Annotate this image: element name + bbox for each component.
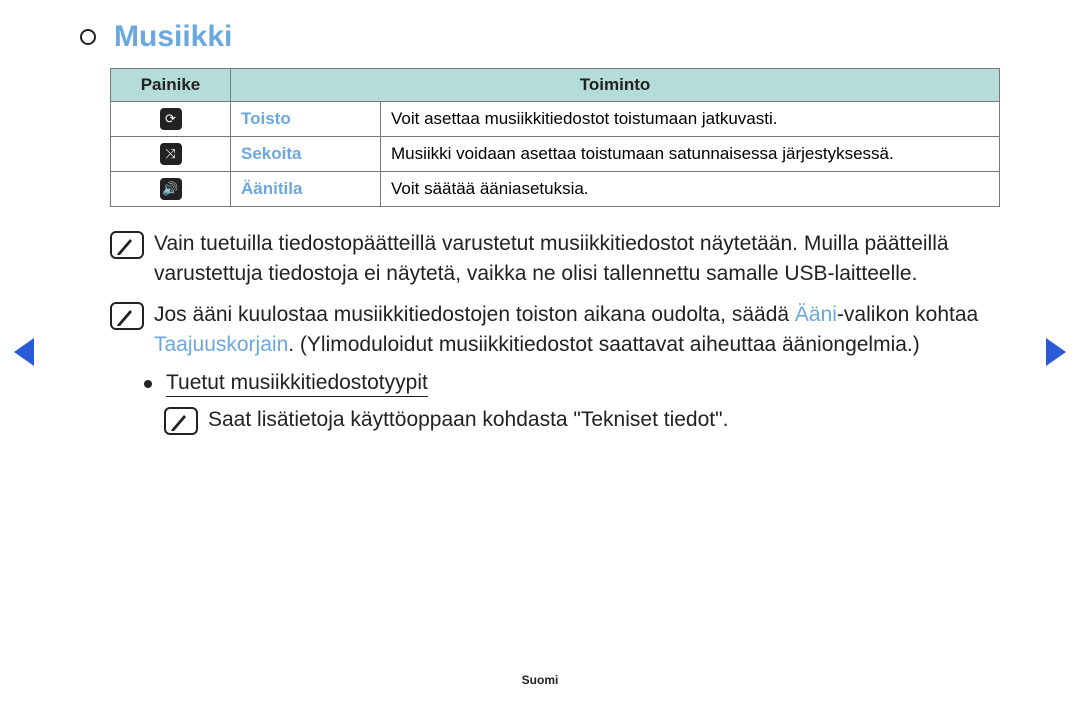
feature-name-cell: Sekoita bbox=[231, 137, 381, 172]
feature-name: Toisto bbox=[241, 109, 291, 128]
highlight-term: Taajuuskorjain bbox=[154, 333, 288, 356]
section-title: Musiikki bbox=[114, 20, 232, 54]
note-text: Vain tuetuilla tiedostopäätteillä varust… bbox=[154, 229, 1000, 290]
feature-desc-cell: Voit säätää ääniasetuksia. bbox=[381, 172, 1000, 207]
sub-heading: Tuetut musiikkitiedostotyypit bbox=[166, 371, 428, 397]
feature-name: Sekoita bbox=[241, 144, 301, 163]
section-title-row: Musiikki bbox=[80, 20, 1000, 54]
page-content: Musiikki Painike Toiminto ⟳ Toisto Voit as… bbox=[0, 0, 1080, 435]
feature-table: Painike Toiminto ⟳ Toisto Voit asettaa mus… bbox=[110, 68, 1000, 207]
feature-desc-cell: Voit asettaa musiikkitiedostot toistumaa… bbox=[381, 102, 1000, 137]
next-page-arrow[interactable] bbox=[1046, 338, 1066, 366]
note-segment: Vain tuetuilla tiedostopäätteillä varust… bbox=[154, 232, 949, 285]
feature-name-cell: Toisto bbox=[231, 102, 381, 137]
feature-desc-cell: Musiikki voidaan asettaa toistumaan satu… bbox=[381, 137, 1000, 172]
note-segment: Jos ääni kuulostaa musiikkitiedostojen t… bbox=[154, 303, 795, 326]
note-icon bbox=[164, 407, 198, 435]
table-row: ⤨ Sekoita Musiikki voidaan asettaa toistum… bbox=[111, 137, 1000, 172]
highlight-term: Ääni bbox=[795, 303, 837, 326]
title-bullet-icon bbox=[80, 29, 96, 45]
note-icon bbox=[110, 231, 144, 259]
note-segment: -valikon kohtaa bbox=[837, 303, 978, 326]
note-icon bbox=[110, 302, 144, 330]
note-block: Jos ääni kuulostaa musiikkitiedostojen t… bbox=[110, 300, 1000, 361]
list-bullet-icon bbox=[144, 380, 152, 388]
table-header-function: Toiminto bbox=[231, 69, 1000, 102]
äänitila-icon: 🔊 bbox=[160, 178, 182, 200]
footer-language: Suomi bbox=[0, 673, 1080, 687]
table-header-button: Painike bbox=[111, 69, 231, 102]
sub-note-text: Saat lisätietoja käyttöoppaan kohdasta "… bbox=[208, 405, 1000, 435]
note-block: Vain tuetuilla tiedostopäätteillä varust… bbox=[110, 229, 1000, 290]
table-row: 🔊 Äänitila Voit säätää ääniasetuksia. bbox=[111, 172, 1000, 207]
feature-icon-cell: ⤨ bbox=[111, 137, 231, 172]
note-text: Jos ääni kuulostaa musiikkitiedostojen t… bbox=[154, 300, 1000, 361]
sub-heading-row: Tuetut musiikkitiedostotyypit bbox=[144, 371, 1000, 397]
feature-icon-cell: 🔊 bbox=[111, 172, 231, 207]
feature-name: Äänitila bbox=[241, 179, 302, 198]
sekoita-icon: ⤨ bbox=[160, 143, 182, 165]
toisto-icon: ⟳ bbox=[160, 108, 182, 130]
sub-note-block: Saat lisätietoja käyttöoppaan kohdasta "… bbox=[164, 405, 1000, 435]
prev-page-arrow[interactable] bbox=[14, 338, 34, 366]
table-row: ⟳ Toisto Voit asettaa musiikkitiedostot to… bbox=[111, 102, 1000, 137]
note-segment: . (Ylimoduloidut musiikkitiedostot saatt… bbox=[288, 333, 920, 356]
feature-name-cell: Äänitila bbox=[231, 172, 381, 207]
feature-icon-cell: ⟳ bbox=[111, 102, 231, 137]
